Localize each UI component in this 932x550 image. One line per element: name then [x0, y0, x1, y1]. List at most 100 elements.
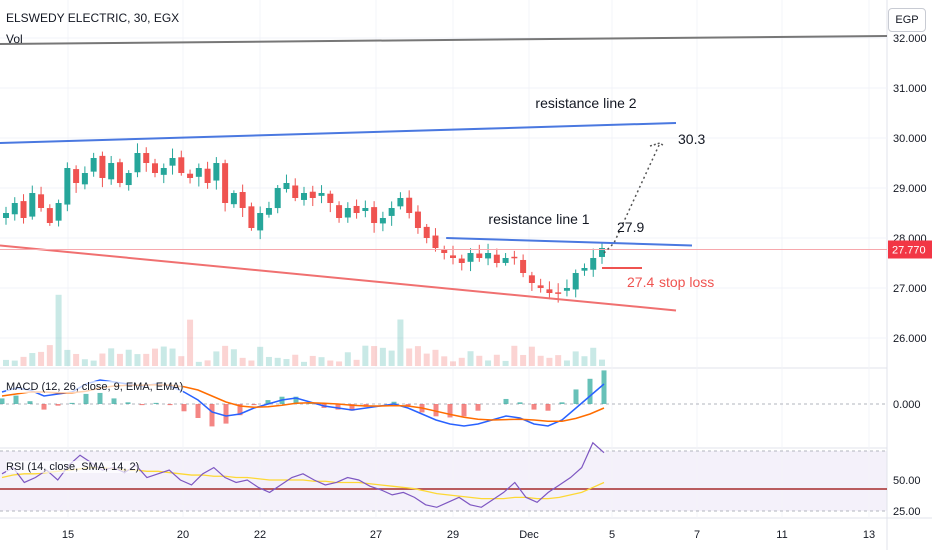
volume-bar — [572, 351, 579, 366]
candle-body — [55, 203, 62, 221]
macd-histogram-bar — [293, 396, 299, 404]
macd-histogram-bar — [461, 404, 467, 417]
rsi-tick-label: 50.00 — [893, 475, 921, 487]
volume-bar — [502, 360, 509, 366]
x-tick-label: 11 — [776, 529, 787, 541]
macd-histogram-bar — [559, 402, 565, 404]
volume-bar — [213, 351, 220, 366]
annotation-text: 27.9 — [617, 219, 644, 235]
candle-body — [292, 185, 299, 198]
volume-bar — [590, 347, 597, 366]
candle-body — [169, 158, 176, 166]
x-tick-label: Dec — [519, 529, 539, 541]
candle-body — [108, 163, 115, 180]
volume-bar — [432, 349, 439, 366]
candle-body — [493, 254, 500, 263]
macd-histogram-bar — [475, 404, 481, 411]
candle-body — [230, 193, 237, 205]
axes: 32.00031.00030.00029.00028.00027.00026.0… — [62, 33, 932, 541]
volume-bar — [152, 348, 158, 366]
trend-line — [0, 244, 677, 312]
candle-body — [248, 206, 255, 228]
volume-bar — [134, 354, 141, 366]
volume-bar — [274, 357, 281, 366]
volume-bar — [265, 356, 272, 366]
currency-button[interactable]: EGP — [888, 8, 926, 32]
macd-histogram-bar — [0, 398, 5, 404]
macd-histogram-bar — [237, 404, 243, 416]
macd-histogram-bar — [195, 404, 201, 418]
candle-body — [450, 255, 456, 258]
x-tick-label: 5 — [609, 529, 615, 541]
macd-histogram-bar — [433, 404, 439, 417]
macd-histogram-bar — [55, 404, 61, 406]
candle-body — [265, 208, 272, 215]
candle-body — [397, 198, 404, 207]
candle-body — [213, 163, 220, 181]
x-tick-label: 7 — [694, 529, 700, 541]
x-tick-label: 13 — [863, 529, 875, 541]
candle-body — [476, 253, 483, 258]
candle-body — [134, 153, 141, 173]
candle-body — [520, 259, 527, 273]
trend-line — [446, 237, 693, 247]
volume-bar — [581, 356, 588, 366]
volume-bar — [169, 348, 176, 366]
volume-bar — [353, 359, 360, 366]
volume-bar — [292, 354, 299, 366]
x-tick-label: 22 — [254, 529, 266, 541]
volume-bar — [450, 361, 456, 366]
trend-line — [0, 122, 677, 144]
macd-histogram-bar — [83, 393, 89, 404]
volume-bar — [379, 347, 386, 366]
macd-line — [1, 379, 605, 427]
candle-body — [414, 211, 421, 228]
volume-bar — [143, 353, 150, 366]
candle-body — [274, 188, 281, 209]
candle-body — [458, 258, 465, 263]
volume-bar — [371, 346, 378, 366]
y-tick-label: 32.000 — [893, 33, 927, 45]
macd-histogram-bar — [111, 398, 117, 404]
volume-bar — [55, 294, 62, 366]
volume-bar — [239, 357, 246, 366]
volume-bar — [248, 360, 255, 366]
volume-bar — [406, 348, 413, 366]
candle-body — [90, 158, 97, 172]
volume-bar — [230, 349, 237, 366]
macd-histogram-bar — [97, 392, 103, 404]
candle-body — [222, 163, 229, 203]
volume-bar — [599, 359, 605, 366]
volume-bar — [11, 360, 18, 366]
candle-body — [318, 193, 325, 196]
candle-body — [581, 268, 588, 271]
candle-body — [204, 168, 211, 183]
macd-histogram-bar — [335, 404, 341, 410]
x-tick-label: 29 — [447, 529, 459, 541]
trend-lines — [0, 35, 888, 312]
annotation-text: resistance line 2 — [535, 95, 636, 111]
macd-histogram-bar — [573, 389, 579, 404]
candle-body — [257, 213, 264, 231]
candle-body — [143, 153, 150, 163]
x-tick-label: 20 — [177, 529, 189, 541]
candle-body — [590, 258, 597, 270]
volume-bar — [46, 345, 53, 366]
candle-body — [563, 288, 570, 291]
candle-body — [64, 168, 71, 205]
macd-histogram-bar — [139, 404, 145, 406]
volume-bar — [362, 345, 369, 366]
candle-body — [309, 191, 316, 198]
macd-histogram-bar — [265, 400, 271, 404]
rsi-band — [0, 451, 887, 511]
candle-body — [301, 193, 307, 200]
volume-bar — [388, 350, 395, 366]
volume-bar — [467, 351, 474, 366]
volume-bar — [546, 357, 553, 366]
candle-body — [327, 193, 334, 203]
volume-bar — [178, 356, 185, 366]
volume-bar — [318, 357, 325, 366]
macd-title: MACD (12, 26, close, 9, EMA, EMA) — [6, 381, 184, 393]
volume-bar — [64, 349, 71, 366]
